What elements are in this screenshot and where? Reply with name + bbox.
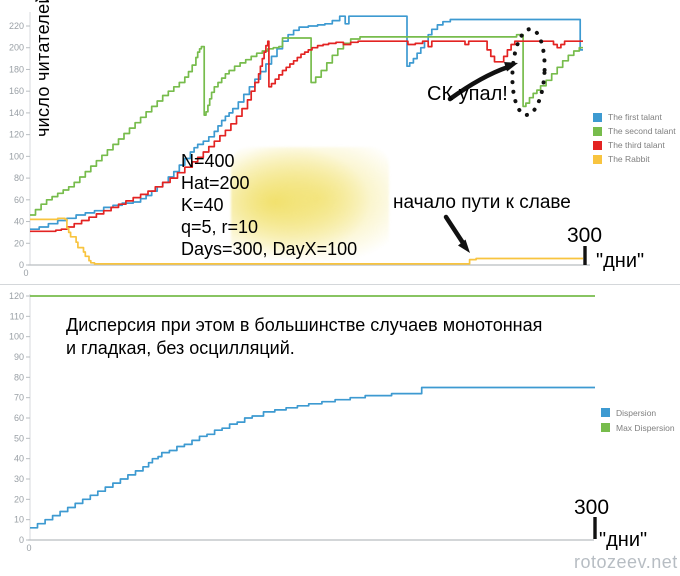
y-tick-label: 110 (10, 311, 24, 321)
param-line: K=40 (181, 195, 224, 215)
y-tick-label: 100 (9, 151, 24, 161)
legend-label: Dispersion (616, 407, 657, 418)
line-dispersion (30, 386, 595, 529)
watermark: rotozeev.net (574, 552, 678, 572)
fame-arrow (443, 214, 468, 249)
legend-swatch-max-dispersion (601, 423, 610, 432)
legend-item: Dispersion (601, 405, 675, 420)
legend-swatch-third-talant (593, 140, 602, 150)
y-tick-label: 180 (9, 64, 24, 74)
bottom-origin-label: 0 (26, 543, 32, 553)
param-line: N=400 (181, 151, 235, 171)
y-tick-label: 200 (9, 43, 24, 53)
legend-item: The first talant (593, 110, 676, 124)
y-tick-label: 80 (14, 173, 24, 183)
legend-swatch-rabbit (593, 154, 602, 164)
annotation-ck-upal: СК упал! (427, 83, 508, 105)
legend-label: Max Dispersion (616, 422, 675, 433)
dip-circle (510, 27, 547, 117)
legend-top: The first talant The second talant The t… (593, 110, 676, 166)
y-tick-label: 220 (9, 21, 24, 31)
y-tick-label: 90 (14, 352, 24, 362)
caption-line-2: и гладкая, без осцилляций. (66, 338, 295, 358)
top-origin-label: 0 (23, 268, 29, 278)
param-line: Hat=200 (181, 173, 250, 193)
y-tick-label: 80 (14, 372, 24, 382)
y-tick-label: 20 (14, 238, 24, 248)
param-line: Days=300, DayX=100 (181, 239, 358, 259)
y-tick-label: 70 (14, 393, 24, 403)
caption-line-1: Дисперсия при этом в большинстве случаев… (66, 315, 543, 335)
param-line: q=5, r=10 (181, 217, 259, 237)
legend-label: The first talant (608, 112, 662, 122)
y-tick-label: 100 (9, 332, 24, 342)
y-tick-label: 30 (14, 474, 24, 484)
y-tick-label: 60 (14, 195, 24, 205)
y-tick-label: 120 (9, 291, 24, 301)
annotation-fame: начало пути к славе (393, 192, 571, 213)
top-x-unit-label: "дни" (596, 250, 645, 272)
y-tick-label: 140 (9, 108, 24, 118)
y-tick-label: 160 (9, 86, 24, 96)
legend-label: The third talant (608, 140, 665, 150)
legend-item: Max Dispersion (601, 420, 675, 435)
y-tick-label: 40 (14, 217, 24, 227)
bottom-x-end-label: 300 (574, 496, 610, 519)
legend-label: The second talant (608, 126, 676, 136)
y-tick-label: 40 (14, 454, 24, 464)
y-axis-title: число читателей (33, 0, 53, 137)
legend-bottom: Dispersion Max Dispersion (601, 405, 675, 435)
top-x-end-label: 300 (567, 224, 603, 247)
y-tick-label: 10 (14, 515, 24, 525)
y-tick-label: 120 (9, 130, 24, 140)
y-tick-label: 20 (14, 494, 24, 504)
legend-label: The Rabbit (608, 154, 650, 164)
bottom-caption: Дисперсия при этом в большинстве случаев… (66, 314, 542, 360)
legend-item: The Rabbit (593, 152, 676, 166)
ck-arrow-head (504, 62, 518, 72)
params-block: N=400 Hat=200 K=40 q=5, r=10 Days=300, D… (181, 150, 357, 260)
legend-swatch-dispersion (601, 408, 610, 417)
fame-arrow-head (458, 239, 470, 253)
bottom-x-unit-label: "дни" (599, 529, 648, 551)
legend-swatch-first-talant (593, 112, 602, 122)
legend-item: The third talant (593, 138, 676, 152)
y-tick-label: 50 (14, 433, 24, 443)
legend-item: The second talant (593, 124, 676, 138)
legend-swatch-second-talant (593, 126, 602, 136)
y-tick-label: 60 (14, 413, 24, 423)
charts-divider (0, 284, 680, 285)
